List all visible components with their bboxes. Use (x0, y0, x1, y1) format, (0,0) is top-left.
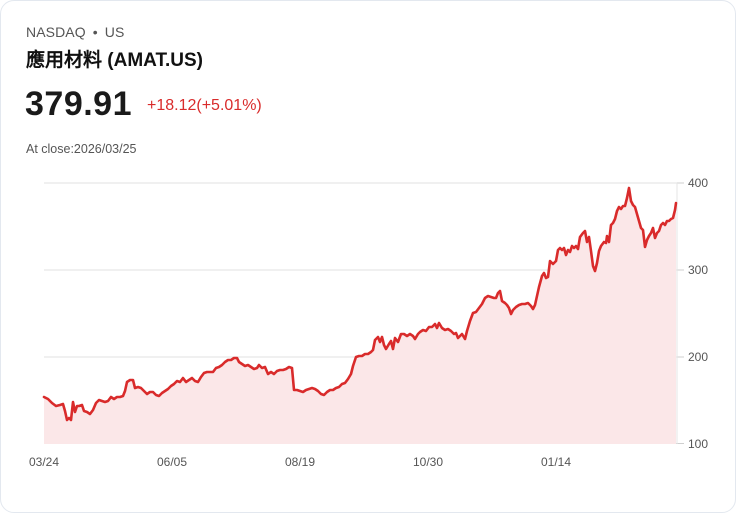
x-tick-label: 06/05 (157, 455, 187, 469)
price-area (44, 188, 676, 444)
y-tick-label: 400 (688, 176, 708, 190)
x-axis: 03/24 06/05 08/19 10/30 01/14 (29, 455, 571, 469)
y-tick-label: 200 (688, 350, 708, 364)
region-name: US (104, 24, 125, 40)
price-change: +18.12(+5.01%) (147, 97, 262, 114)
x-tick-label: 08/19 (285, 455, 315, 469)
y-axis: 400 300 200 100 (688, 176, 708, 451)
exchange-label: NASDAQ • US (26, 24, 124, 40)
stock-title: 應用材料 (AMAT.US) (26, 50, 203, 71)
y-tick-label: 300 (688, 263, 708, 277)
price-line (42, 186, 678, 422)
x-tick-label: 01/14 (541, 455, 571, 469)
separator-dot: • (92, 24, 98, 40)
exchange-name: NASDAQ (26, 24, 86, 40)
at-close-date: At close:2026/03/25 (26, 142, 137, 156)
stock-price: 379.91 (25, 85, 132, 123)
x-tick-label: 10/30 (413, 455, 443, 469)
y-tick-label: 100 (688, 437, 708, 451)
x-tick-label: 03/24 (29, 455, 59, 469)
